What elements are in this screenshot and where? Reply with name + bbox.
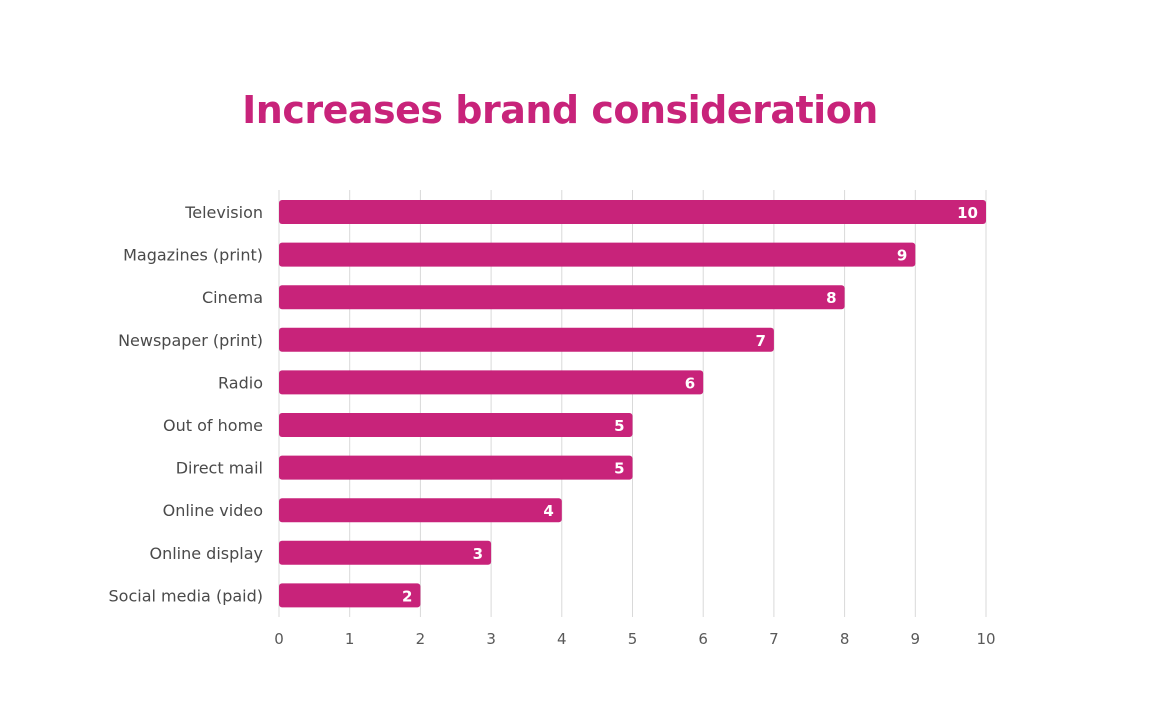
bar xyxy=(279,327,774,352)
x-tick-label: 7 xyxy=(769,630,779,648)
category-label: Magazines (print) xyxy=(123,246,263,265)
category-label: Direct mail xyxy=(176,459,263,478)
bar xyxy=(279,200,986,224)
bar xyxy=(279,285,845,310)
x-tick-label: 6 xyxy=(698,630,708,648)
bar-value-label: 2 xyxy=(402,587,412,605)
bar xyxy=(279,498,562,523)
category-label: Cinema xyxy=(202,288,263,307)
x-tick-label: 5 xyxy=(628,630,638,648)
x-tick-label: 9 xyxy=(911,630,921,648)
x-tick-label: 0 xyxy=(274,630,284,648)
bar-value-label: 9 xyxy=(897,247,907,265)
bar-value-label: 8 xyxy=(826,289,836,307)
bar xyxy=(279,413,633,437)
bar-value-label: 5 xyxy=(614,460,624,478)
category-label: Out of home xyxy=(163,416,263,435)
bar xyxy=(279,242,916,267)
x-tick-label: 1 xyxy=(345,630,355,648)
bar-value-label: 6 xyxy=(685,374,695,392)
bar xyxy=(279,370,704,395)
bar-value-label: 5 xyxy=(614,417,624,435)
category-label: Television xyxy=(184,203,263,222)
x-tick-label: 10 xyxy=(976,630,995,648)
x-tick-label: 2 xyxy=(416,630,426,648)
bar-value-label: 3 xyxy=(473,545,483,563)
category-label: Online display xyxy=(149,544,263,563)
bar-value-label: 10 xyxy=(957,204,978,222)
bar-value-label: 7 xyxy=(755,332,765,350)
category-label: Online video xyxy=(163,501,263,520)
x-tick-label: 8 xyxy=(840,630,850,648)
chart-title: Increases brand consideration xyxy=(242,88,878,132)
x-tick-label: 4 xyxy=(557,630,567,648)
category-label: Radio xyxy=(218,373,263,392)
x-tick-label: 3 xyxy=(486,630,496,648)
category-label: Social media (paid) xyxy=(109,586,264,605)
bar xyxy=(279,455,633,480)
category-label: Newspaper (print) xyxy=(118,331,263,350)
bar-value-label: 4 xyxy=(543,502,553,520)
bar xyxy=(279,540,492,565)
bar xyxy=(279,583,421,608)
